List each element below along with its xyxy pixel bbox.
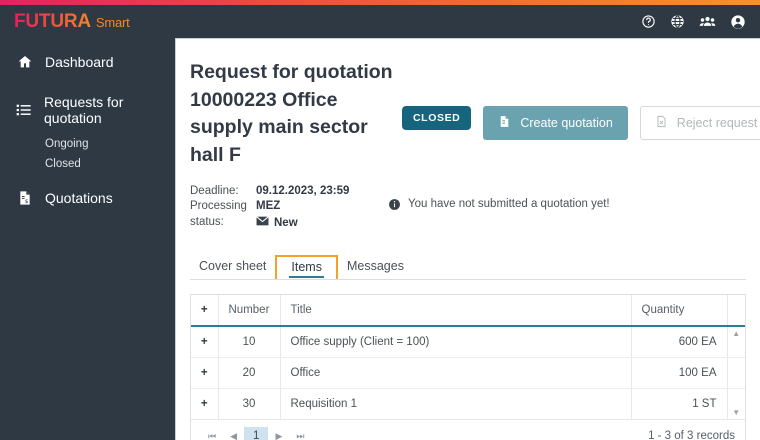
sidebar-nav: Dashboard Requests for quotation Ongoing… [0, 38, 172, 440]
submission-note: You have not submitted a quotation yet! [388, 184, 610, 232]
sidebar-subitem-closed[interactable]: Closed [45, 158, 81, 170]
brand-logo[interactable]: FUTURA Smart [14, 11, 130, 33]
processing-status-value: New [274, 216, 298, 229]
pagination-current-page[interactable]: 1 [244, 427, 269, 440]
nav-spacer [0, 78, 172, 86]
info-icon [388, 198, 401, 214]
deadline-value: 09.12.2023, 23:59 MEZ [256, 184, 350, 213]
row-quantity: 100 EA [630, 357, 727, 390]
items-table-body: + 10 Office supply (Client = 100) 600 EA… [191, 326, 745, 421]
table-pagination: ⏮ ◀ 1 ▶ ⏭ 1 - 3 of 3 records [191, 420, 745, 440]
pagination-first-button[interactable]: ⏮ [208, 430, 217, 440]
table-row[interactable]: + 30 Requisition 1 1 ST ▼ [191, 388, 745, 421]
nav-spacer [0, 174, 172, 182]
row-title: Office supply (Client = 100) [280, 326, 631, 359]
row-expand-button[interactable]: + [191, 388, 219, 421]
help-icon[interactable] [641, 14, 656, 29]
row-quantity: 1 ST [630, 388, 727, 421]
list-icon [16, 102, 32, 118]
row-expand-button[interactable]: + [191, 326, 219, 359]
request-meta-block: Deadline: Processing status: 09.12.2023,… [176, 170, 760, 232]
topbar-icon-group [641, 14, 746, 30]
sidebar-item-label: Quotations [45, 190, 113, 206]
deadline-label: Deadline: [190, 184, 239, 197]
items-table: + Number Title Quantity + 10 Office supp… [191, 295, 745, 421]
create-quotation-label: Create quotation [520, 116, 613, 130]
row-number: 20 [218, 357, 281, 390]
tab-messages[interactable]: Messages [346, 259, 404, 274]
table-row[interactable]: + 10 Office supply (Client = 100) 600 EA… [191, 326, 745, 359]
main-content-card: Request for quotation 10000223 Office su… [175, 38, 760, 440]
document-invoice-icon: $ [16, 190, 33, 206]
scroll-down-cell[interactable]: ▼ [726, 388, 745, 421]
row-quantity: 600 EA [630, 326, 727, 359]
svg-text:$: $ [24, 199, 28, 205]
column-header-number[interactable]: Number [218, 295, 281, 328]
row-title: Office [280, 357, 631, 390]
row-title: Requisition 1 [280, 388, 631, 421]
globe-icon[interactable] [670, 14, 685, 29]
page-action-group: CLOSED Create quotation [402, 59, 760, 170]
reject-request-button[interactable]: Reject request for quotation [639, 106, 760, 140]
tab-cover-sheet[interactable]: Cover sheet [199, 259, 267, 274]
content-tabs: Cover sheet Items Messages [190, 253, 746, 281]
items-table-head: + Number Title Quantity [191, 295, 745, 328]
column-header-expand[interactable]: + [191, 295, 219, 328]
scrollbar-track[interactable] [726, 357, 745, 390]
document-add-icon [498, 115, 511, 131]
pagination-record-count: 1 - 3 of 3 records [648, 430, 735, 440]
column-header-title[interactable]: Title [280, 295, 631, 328]
tab-items[interactable]: Items [275, 255, 338, 280]
page-title: Request for quotation 10000223 Office su… [190, 61, 393, 167]
table-header-row: + Number Title Quantity [191, 295, 745, 328]
scroll-down-icon[interactable]: ▼ [732, 408, 741, 418]
column-header-scroll [726, 295, 745, 328]
document-reject-icon [655, 115, 668, 131]
sidebar-item-label: Requests for quotation [44, 94, 124, 126]
meta-label-column: Deadline: Processing status: [190, 184, 256, 232]
reject-request-label: Reject request for quotation [676, 116, 760, 130]
row-number: 10 [218, 326, 281, 359]
scroll-up-icon[interactable]: ▲ [732, 329, 741, 339]
table-row[interactable]: + 20 Office 100 EA [191, 357, 745, 390]
top-header-bar: FUTURA Smart [0, 5, 760, 38]
brand-logo-sub: Smart [95, 14, 130, 30]
create-quotation-button[interactable]: Create quotation [483, 106, 628, 140]
row-expand-button[interactable]: + [191, 357, 219, 390]
brand-gradient-strip [0, 0, 760, 5]
sidebar-item-quotations[interactable]: $ Quotations [0, 182, 172, 214]
submission-note-text: You have not submitted a quotation yet! [408, 197, 610, 210]
column-header-quantity[interactable]: Quantity [630, 295, 727, 328]
sidebar-item-dashboard[interactable]: Dashboard [0, 46, 172, 78]
page-header-row: Request for quotation 10000223 Office su… [176, 39, 760, 170]
pagination-last-button[interactable]: ⏭ [296, 430, 305, 440]
sidebar-subitem-ongoing[interactable]: Ongoing [45, 138, 89, 150]
brand-logo-main: FUTURA [14, 10, 91, 32]
pagination-next-button[interactable]: ▶ [275, 430, 283, 440]
processing-status-value-row: New [256, 216, 376, 232]
sidebar-item-label: Dashboard [45, 54, 114, 70]
status-badge: CLOSED [402, 106, 472, 130]
pagination-prev-button[interactable]: ◀ [230, 430, 238, 440]
row-number: 30 [218, 388, 281, 421]
sidebar-item-requests-for-quotation[interactable]: Requests for quotation [0, 86, 172, 134]
processing-status-label: Processing status: [190, 200, 247, 228]
scroll-up-cell[interactable]: ▲ [726, 326, 745, 359]
home-icon [16, 54, 33, 70]
items-table-container: + Number Title Quantity + 10 Office supp… [190, 294, 746, 440]
meta-value-column: 09.12.2023, 23:59 MEZ New [256, 184, 376, 232]
envelope-icon [256, 216, 269, 232]
account-icon[interactable] [730, 14, 746, 30]
people-icon[interactable] [699, 14, 716, 29]
